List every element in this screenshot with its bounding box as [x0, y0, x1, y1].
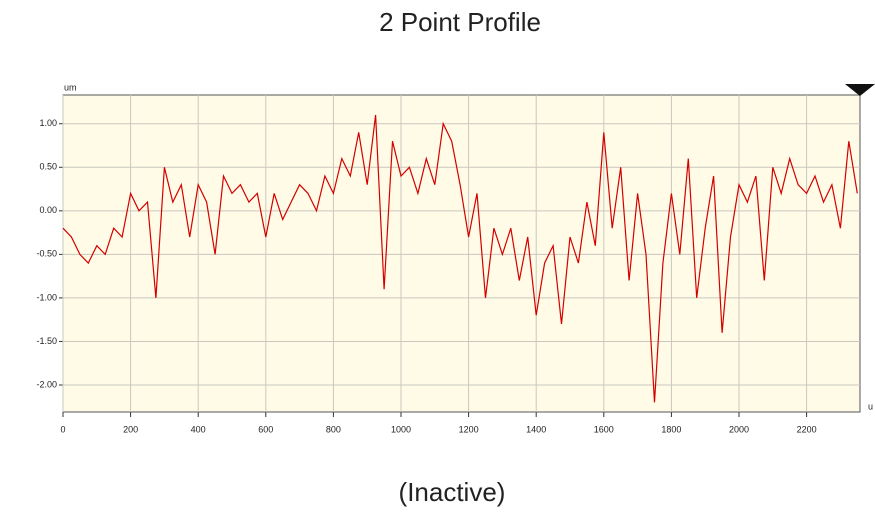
x-tick-label: 1000 — [391, 424, 411, 434]
y-tick-label: 1.00 — [39, 118, 57, 128]
marker-triangle — [845, 84, 875, 96]
x-tick-label: 0 — [60, 424, 65, 434]
x-tick-label: 400 — [191, 424, 206, 434]
y-tick-label: 0.50 — [39, 162, 57, 172]
y-tick-label: 0.00 — [39, 205, 57, 215]
x-tick-label: 600 — [258, 424, 273, 434]
x-tick-label: 1200 — [459, 424, 479, 434]
x-tick-label: 200 — [123, 424, 138, 434]
status-label: (Inactive) — [399, 477, 506, 507]
y-tick-label: -1.50 — [36, 336, 57, 346]
plot-area — [62, 94, 861, 413]
x-tick-label: 1400 — [526, 424, 546, 434]
x-tick-label: 2000 — [729, 424, 749, 434]
profile-line — [62, 114, 858, 403]
y-tick-label: -0.50 — [36, 249, 57, 259]
x-tick-label: 800 — [326, 424, 341, 434]
y-tick-label: -1.00 — [36, 292, 57, 302]
chart-title: 2 Point Profile — [379, 7, 541, 37]
x-tick-label: 1600 — [594, 424, 614, 434]
x-tick-label: 2200 — [797, 424, 817, 434]
x-axis-label: u — [868, 401, 873, 411]
x-tick-label: 1800 — [661, 424, 681, 434]
y-tick-label: -2.00 — [36, 379, 57, 389]
y-axis-label: um — [64, 82, 77, 92]
